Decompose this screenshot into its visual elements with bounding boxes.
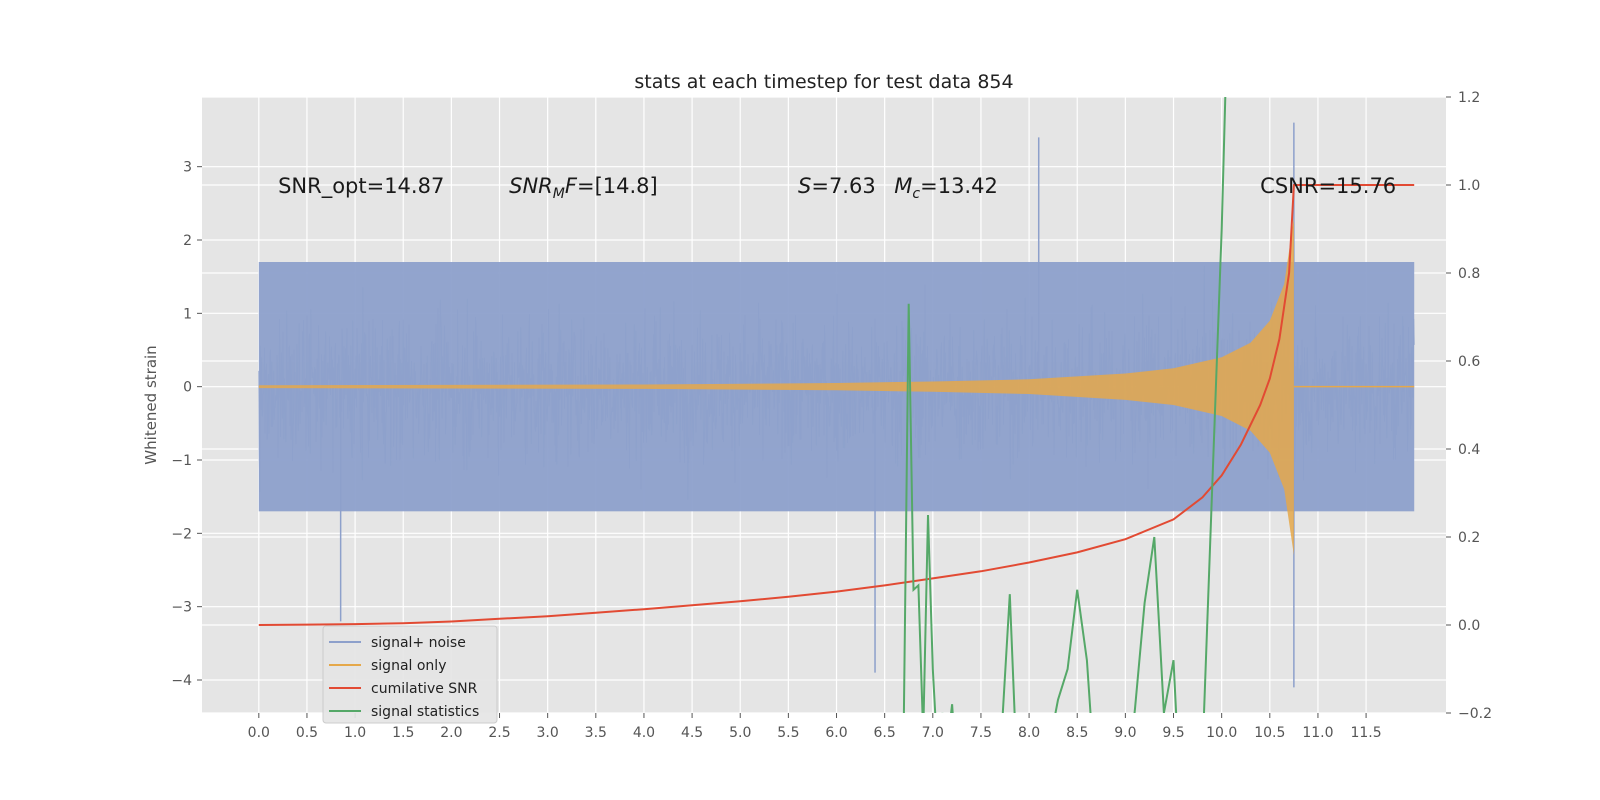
x-tick-label: 8.0 — [1018, 725, 1040, 741]
signal-only-envelope — [258, 218, 1294, 556]
chart-title: stats at each timestep for test data 854 — [634, 71, 1013, 93]
y-tick-label: −2 — [171, 526, 192, 542]
right-axis-series — [258, 97, 1415, 713]
legend-box — [322, 625, 498, 724]
x-tick-label: 11.0 — [1302, 725, 1333, 741]
legend-entry: signal only — [371, 658, 446, 674]
annotation: CSNR=15.76 — [1260, 174, 1396, 198]
x-tick-label: 10.5 — [1254, 725, 1285, 741]
legend-entry: cumilative SNR — [371, 681, 478, 697]
y-tick-label: 3 — [183, 160, 192, 176]
legend: signal+ noise signal only cumilative SNR si… — [322, 625, 498, 724]
x-tick-label: 6.0 — [825, 725, 847, 741]
x-tick-label: 9.0 — [1114, 725, 1136, 741]
y2-tick-label: 0.2 — [1458, 530, 1480, 546]
x-tick-label: 2.5 — [488, 725, 510, 741]
y2-tick-label: 1.2 — [1458, 90, 1480, 106]
x-tick-label: 5.5 — [777, 725, 799, 741]
x-tick-label: 0.0 — [248, 725, 270, 741]
signal-only-series — [258, 218, 1415, 556]
x-tick-label: 9.5 — [1162, 725, 1184, 741]
y-tick-label: −3 — [171, 600, 192, 616]
y2-tick-label: 1.0 — [1458, 178, 1480, 194]
annotation: SNR_opt=14.87 — [278, 174, 444, 199]
x-tick-label: 11.5 — [1350, 725, 1381, 741]
x-tick-label: 8.5 — [1066, 725, 1088, 741]
annotation: SNRMF=[14.8] — [509, 174, 658, 202]
annotation: Mc=13.42 — [894, 174, 998, 202]
axes: 0.0 0.5 1.0 1.5 2.0 2.5 3.0 3.5 4.0 4.5 5.0 5.5 6.0 6… — [171, 90, 1492, 741]
y-tick-label: 1 — [183, 306, 192, 322]
x-tick-label: 1.0 — [344, 725, 366, 741]
y-tick-label: 2 — [183, 233, 192, 249]
x-tick-label: 4.5 — [681, 725, 703, 741]
y-axis-label: Whitened strain — [142, 345, 160, 464]
x-tick-label: 10.0 — [1206, 725, 1237, 741]
annotations: SNR_opt=14.87 SNRMF=[14.8] S=7.63 Mc=13.42 C… — [278, 174, 1396, 202]
x-tick-label: 7.5 — [970, 725, 992, 741]
x-tick-label: 6.5 — [874, 725, 896, 741]
cumilative-snr-line — [258, 184, 1415, 626]
annotation: S=7.63 — [798, 174, 876, 198]
y-tick-label: −1 — [171, 453, 192, 469]
x-tick-label: 0.5 — [296, 725, 318, 741]
y2-tick-label: 0.6 — [1458, 354, 1480, 370]
x-tick-label: 5.0 — [729, 725, 751, 741]
x-tick-label: 3.5 — [585, 725, 607, 741]
y2-tick-label: 0.8 — [1458, 266, 1480, 282]
x-tick-label: 3.0 — [537, 725, 559, 741]
y2-tick-label: 0.0 — [1458, 618, 1480, 634]
legend-entry: signal statistics — [371, 704, 479, 720]
y2-tick-label: −0.2 — [1458, 706, 1492, 722]
y2-tick-label: 0.4 — [1458, 442, 1480, 458]
legend-entry: signal+ noise — [371, 635, 466, 651]
x-tick-label: 2.0 — [440, 725, 462, 741]
x-tick-label: 7.0 — [922, 725, 944, 741]
x-tick-label: 1.5 — [392, 725, 414, 741]
y-tick-label: −4 — [171, 673, 192, 689]
y-tick-label: 0 — [183, 380, 192, 396]
signal-statistics-line — [902, 97, 1227, 713]
x-tick-label: 4.0 — [633, 725, 655, 741]
